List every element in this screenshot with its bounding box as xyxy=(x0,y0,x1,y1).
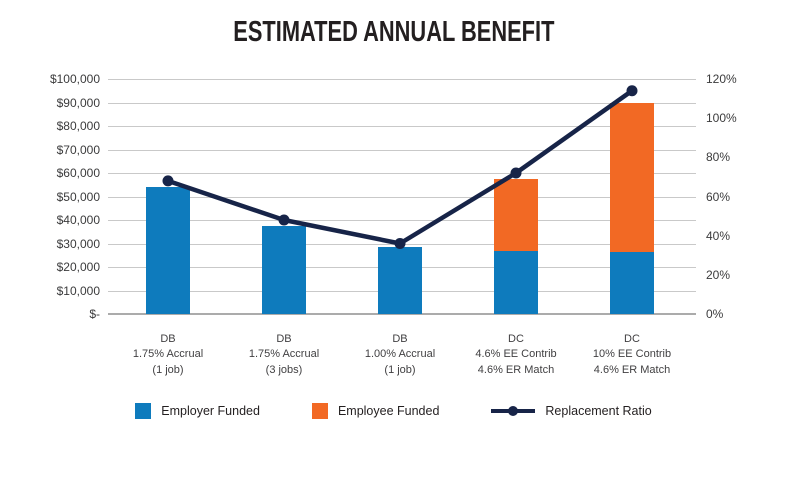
right-axis-tick-label: 100% xyxy=(706,111,737,126)
left-axis-tick-label: $80,000 xyxy=(56,119,100,133)
right-axis-tick-label: 40% xyxy=(706,228,731,243)
category-label-line: DB xyxy=(160,333,176,345)
gridline xyxy=(108,102,696,104)
left-axis-tick-label: $10,000 xyxy=(56,283,100,298)
right-axis-tick-label: 20% xyxy=(706,267,731,282)
employer-funded-bar xyxy=(610,251,654,314)
left-axis-tick-label: $30,000 xyxy=(56,236,100,251)
employer-funded-bar xyxy=(378,247,422,314)
right-axis-tick-label: 60% xyxy=(706,189,731,204)
employer-funded-bar xyxy=(494,250,538,314)
left-axis-tick-label: $- xyxy=(89,307,100,321)
category-label-line: DC xyxy=(624,333,640,345)
replacement-ratio-point xyxy=(626,85,638,97)
legend-label-employer-funded: Employer Funded xyxy=(161,404,260,418)
employer-funded-bar xyxy=(262,225,306,314)
legend-label-replacement-ratio: Replacement Ratio xyxy=(545,404,652,418)
category-label: DB 1.75% Accrual (3 jobs) xyxy=(219,332,349,378)
left-axis-tick-label: $70,000 xyxy=(56,142,100,157)
ratio-line-dot xyxy=(508,406,519,416)
employer-funded-bar xyxy=(146,187,190,314)
category-label: DB 1.00% Accrual (1 job) xyxy=(335,332,465,378)
legend: Employer Funded Employee Funded Replacem… xyxy=(0,403,787,419)
category-label-line: DB xyxy=(276,333,292,345)
right-axis-tick-label: 120% xyxy=(706,72,737,86)
legend-item-employee-funded: Employee Funded xyxy=(311,403,440,419)
category-label: DC 4.6% EE Contrib 4.6% ER Match xyxy=(451,332,581,378)
gridline xyxy=(108,173,696,174)
category-label-line: 1.75% Accrual xyxy=(248,348,320,361)
replacement-ratio-point xyxy=(162,175,174,187)
replacement-ratio-marker-icon xyxy=(491,403,536,419)
chart-title-text: ESTIMATED ANNUAL BENEFIT xyxy=(232,15,555,48)
employee-funded-bar xyxy=(610,102,654,252)
left-axis-tick-label: $50,000 xyxy=(56,189,100,204)
left-axis-tick-label: $40,000 xyxy=(56,213,100,227)
left-axis-tick-label: $60,000 xyxy=(56,166,100,180)
legend-item-replacement-ratio: Replacement Ratio xyxy=(491,403,652,419)
category-label-line: 4.6% EE Contrib xyxy=(475,348,557,361)
gridline xyxy=(108,243,696,245)
left-axis-tick-label: $100,000 xyxy=(49,72,100,86)
category-label-line: DC xyxy=(508,333,524,345)
category-label-line: 4.6% ER Match xyxy=(477,363,555,376)
category-label-line: 10% EE Contrib xyxy=(592,348,672,361)
right-axis-tick-label: 0% xyxy=(706,307,724,321)
legend-label-employee-funded: Employee Funded xyxy=(337,404,440,418)
employer-funded-swatch-icon xyxy=(135,403,152,419)
category-label-line: 1.75% Accrual xyxy=(132,348,204,361)
right-axis-tick-label: 80% xyxy=(706,150,731,165)
category-label-line: (1 job) xyxy=(384,363,416,376)
legend-item-employer-funded: Employer Funded xyxy=(135,403,260,419)
category-label: DC 10% EE Contrib 4.6% ER Match xyxy=(567,332,697,378)
category-label-line: 1.00% Accrual xyxy=(364,348,436,361)
employee-funded-swatch-icon xyxy=(311,403,328,419)
category-label-line: (1 job) xyxy=(152,363,184,376)
category-label-line: 4.6% ER Match xyxy=(593,363,671,376)
gridline xyxy=(108,79,696,80)
category-label-line: DB xyxy=(392,333,408,345)
chart-title: ESTIMATED ANNUAL BENEFIT xyxy=(0,16,787,48)
left-axis-tick-label: $20,000 xyxy=(56,260,100,274)
x-axis-line xyxy=(108,313,696,315)
gridline xyxy=(108,126,696,127)
employee-funded-bar xyxy=(494,178,538,251)
gridline xyxy=(108,196,696,198)
category-label-line: (3 jobs) xyxy=(265,363,303,376)
category-label: DB 1.75% Accrual (1 job) xyxy=(103,332,233,378)
gridline xyxy=(108,220,696,221)
gridline xyxy=(108,149,696,151)
left-axis-tick-label: $90,000 xyxy=(56,95,100,110)
